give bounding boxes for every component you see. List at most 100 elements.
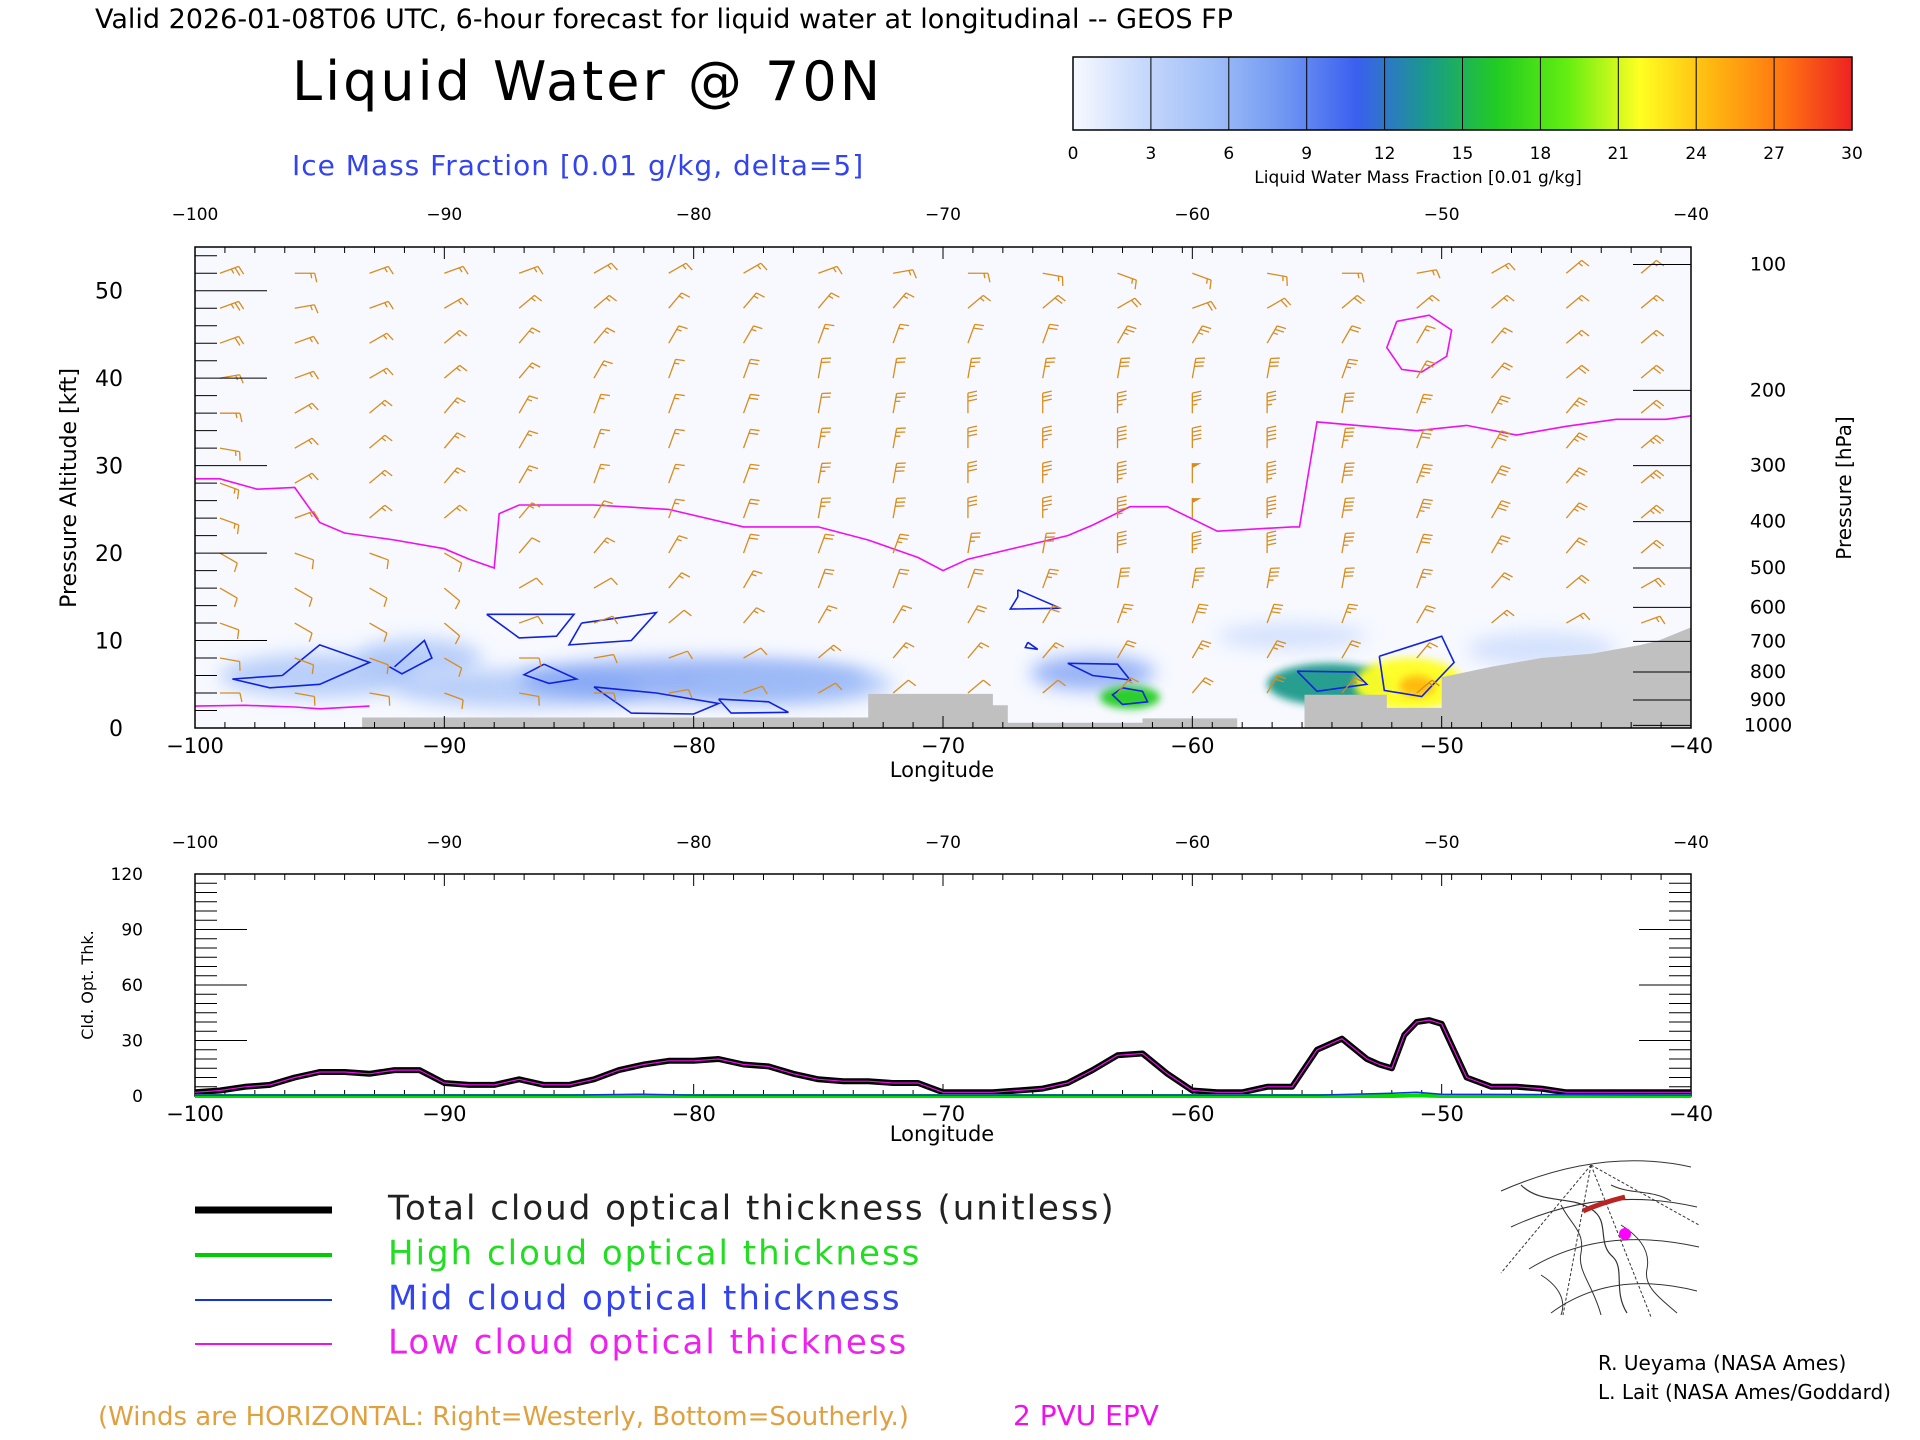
barb-shaft: [518, 537, 533, 554]
barb-shaft: [294, 552, 314, 561]
barb-shaft: [817, 358, 823, 379]
wind-barb: [1565, 502, 1588, 519]
barb-flag: [828, 605, 838, 610]
barb-flag: [1130, 677, 1139, 683]
barb-shaft: [369, 332, 388, 344]
barb-half-flag: [533, 267, 538, 273]
x-tick-label: −50: [1420, 734, 1464, 758]
barb-shaft: [817, 463, 823, 484]
barb-flag: [1042, 460, 1052, 464]
barb-half-flag: [526, 398, 533, 402]
barb-shaft: [893, 269, 913, 274]
pressure-tick-label: 400: [1750, 511, 1786, 533]
barb-flag: [825, 323, 835, 327]
wind-barb: [1640, 539, 1665, 554]
barb-flag: [753, 325, 763, 330]
wind-barb: [1116, 603, 1134, 624]
barb-pennant: [1192, 498, 1202, 504]
x-tick-label: −100: [166, 734, 224, 758]
barb-shaft: [518, 294, 535, 309]
wind-barb: [593, 577, 618, 589]
wind-barb: [369, 300, 394, 310]
wind-barb: [593, 294, 617, 309]
barb-flag: [967, 433, 978, 437]
barb-flag: [1272, 607, 1282, 610]
barb-flag: [1422, 537, 1432, 540]
wind-barb: [294, 552, 315, 570]
barb-shaft: [892, 569, 901, 589]
barb-shaft: [1042, 533, 1047, 554]
barb-shaft: [519, 692, 539, 698]
barb-flag: [531, 537, 541, 543]
barb-flag: [1130, 299, 1139, 308]
wind-barb: [1490, 535, 1511, 554]
barb-half-flag: [1117, 512, 1123, 515]
barb-shaft: [668, 464, 677, 484]
series-line-mid: [195, 1091, 1692, 1096]
barb-shaft: [743, 647, 762, 659]
legend-label-low: Low cloud optical thickness: [388, 1323, 908, 1363]
wind-barb: [1565, 259, 1590, 274]
wind-barb: [967, 272, 991, 283]
barb-half-flag: [1578, 262, 1583, 267]
barb-flag: [1125, 328, 1135, 333]
barb-half-flag: [983, 273, 986, 279]
barb-flag: [1501, 395, 1511, 400]
barb-flag: [1422, 572, 1432, 575]
barb-flag: [905, 292, 915, 298]
barb-flag: [606, 327, 616, 333]
wind-barb: [518, 430, 539, 449]
wind-barb: [1192, 272, 1212, 290]
wind-barb: [668, 463, 685, 484]
barb-flag: [1501, 500, 1511, 505]
wind-barb: [967, 323, 984, 344]
barb-flag: [1117, 390, 1127, 394]
barb-flag: [748, 537, 759, 540]
barb-flag: [1424, 363, 1434, 368]
barb-shaft: [1490, 395, 1503, 414]
wind-barb: [1191, 390, 1202, 414]
barb-flag: [1117, 425, 1127, 429]
barb-flag: [1200, 643, 1210, 648]
optical-thickness-lines: [194, 1017, 1692, 1098]
wind-barb: [818, 265, 843, 275]
barb-shaft: [294, 472, 313, 484]
wind-barb: [294, 657, 315, 675]
barb-flag: [1657, 577, 1666, 586]
barb-shaft: [1640, 329, 1657, 344]
barb-flag: [973, 327, 983, 331]
wind-barb: [1640, 615, 1666, 625]
barb-half-flag: [454, 400, 460, 404]
barb-flag: [613, 692, 617, 703]
wind-barb: [1341, 567, 1355, 589]
barb-flag: [458, 562, 463, 573]
wind-barb: [967, 425, 978, 449]
barb-shaft: [1192, 272, 1212, 281]
barb-flag: [687, 689, 693, 699]
wind-barb: [519, 657, 542, 668]
barb-shaft: [593, 429, 602, 449]
barb-flag: [386, 559, 389, 570]
barb-half-flag: [603, 540, 610, 544]
barb-flag: [1431, 294, 1440, 302]
barb-flag: [1499, 503, 1509, 508]
barb-half-flag: [1420, 576, 1426, 579]
colorbar-tick-label: 30: [1841, 144, 1863, 164]
wind-barb: [219, 335, 245, 346]
barb-shaft: [668, 325, 680, 344]
barb-flag: [1210, 301, 1217, 310]
wind-barb: [1191, 425, 1202, 449]
barb-flag: [1349, 643, 1359, 648]
barb-flag: [1656, 539, 1665, 547]
wind-barb: [219, 587, 238, 608]
barb-flag: [1508, 262, 1516, 271]
barb-shaft: [518, 577, 537, 589]
barb-half-flag: [897, 541, 903, 544]
wind-barb: [1266, 603, 1284, 624]
barb-flag: [835, 682, 843, 691]
lower-x-tick-label: −90: [422, 1102, 466, 1126]
barb-shaft: [1042, 324, 1051, 344]
barb-shaft: [892, 605, 904, 624]
lower-x-tick-label: −100: [166, 1102, 224, 1126]
